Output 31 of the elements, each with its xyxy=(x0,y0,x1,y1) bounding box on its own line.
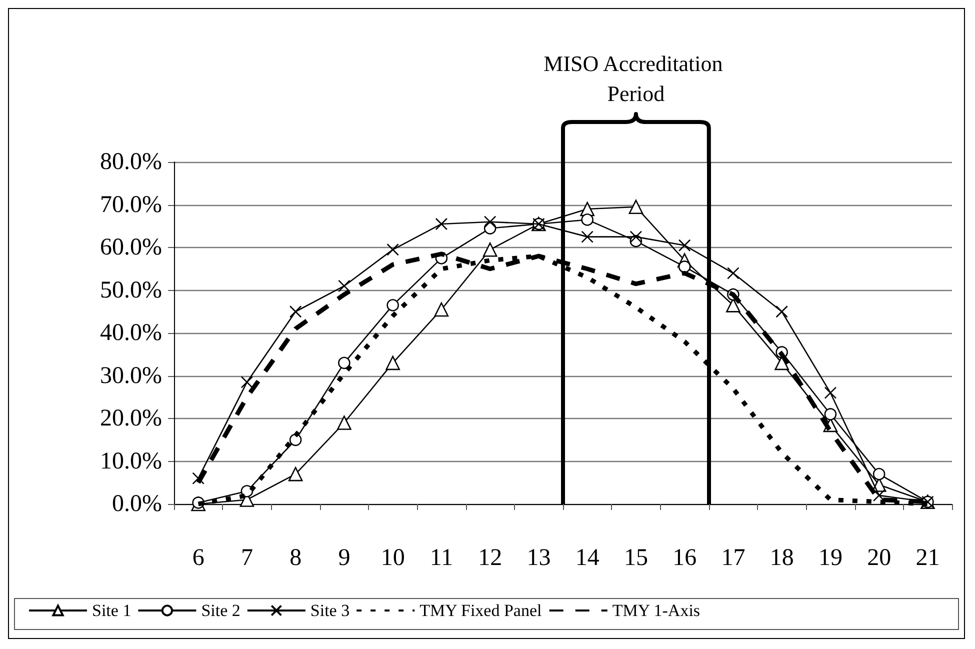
x-tick-label: 10 xyxy=(380,545,405,571)
x-tick-label: 16 xyxy=(672,545,697,571)
x-tick-label: 6 xyxy=(192,545,204,571)
x-tick-label: 13 xyxy=(526,545,551,571)
text: MISO Accreditation Period xyxy=(544,51,728,106)
x-tick-label: 12 xyxy=(478,545,502,571)
y-tick-label: 80.0% xyxy=(100,149,162,175)
legend-label: Site 3 xyxy=(310,601,350,620)
legend-label: TMY Fixed Panel xyxy=(420,601,542,620)
x-tick-label: 9 xyxy=(338,545,350,571)
x-tick-label: 11 xyxy=(430,545,453,571)
legend-label: Site 2 xyxy=(201,601,240,620)
x-tick-label: 17 xyxy=(721,545,746,571)
x-tick-label: 21 xyxy=(916,545,940,571)
y-tick-label: 10.0% xyxy=(100,448,162,474)
x-tick-label: 7 xyxy=(240,545,253,571)
legend-label: Site 1 xyxy=(92,601,132,620)
y-tick-label: 50.0% xyxy=(100,277,162,304)
x-tick-label: 14 xyxy=(575,545,600,571)
y-tick-label: 60.0% xyxy=(100,234,162,260)
y-tick-label: 40.0% xyxy=(100,320,162,346)
y-tick-label: 20.0% xyxy=(100,406,162,432)
x-tick-label: 19 xyxy=(818,545,842,571)
y-tick-label: 30.0% xyxy=(100,362,162,389)
y-tick-label: 0.0% xyxy=(112,491,162,517)
x-tick-label: 15 xyxy=(624,545,648,571)
y-tick-label: 70.0% xyxy=(100,192,162,218)
x-tick-label: 18 xyxy=(770,545,794,571)
x-tick-label: 8 xyxy=(290,545,302,571)
x-tick-label: 20 xyxy=(867,545,892,571)
legend-label: TMY 1-Axis xyxy=(612,601,700,620)
